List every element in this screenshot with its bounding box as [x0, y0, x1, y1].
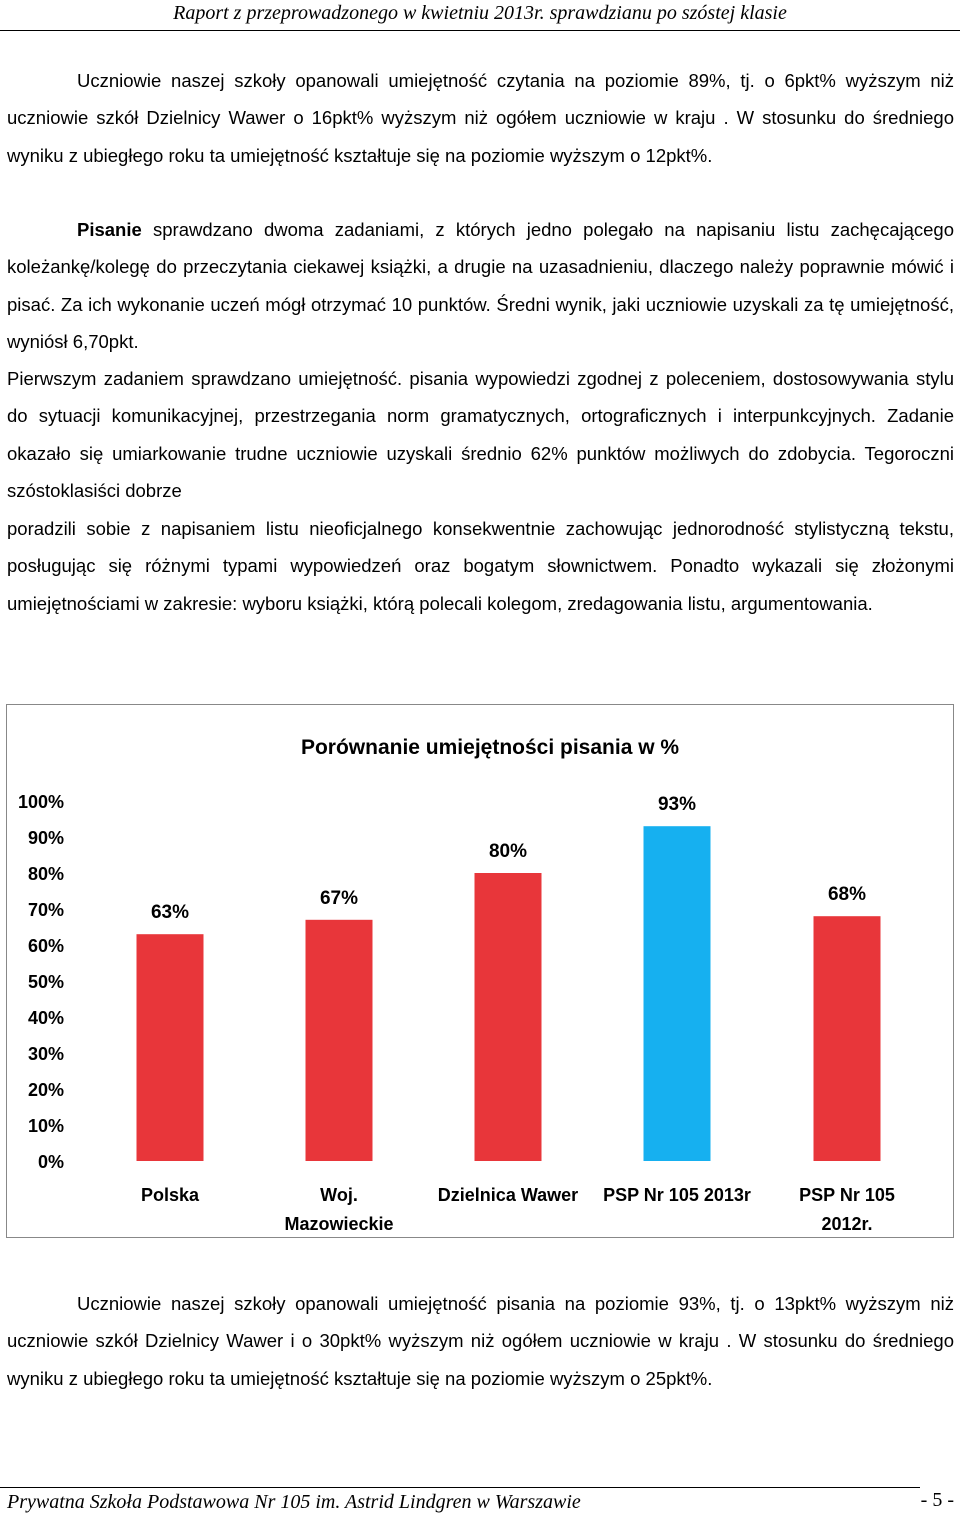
- bar-data-label: 67%: [320, 888, 358, 909]
- bar: [643, 826, 711, 1161]
- reading-summary-paragraph: Uczniowie naszej szkoły opanowali umieję…: [7, 70, 954, 166]
- category-label: 2012r.: [821, 1214, 872, 1234]
- bar: [305, 919, 373, 1161]
- category-label: Mazowieckie: [284, 1214, 393, 1234]
- y-tick-label: 40%: [28, 1008, 64, 1028]
- bar: [474, 873, 542, 1161]
- header-text: Raport z przeprowadzonego w kwietniu 201…: [173, 2, 787, 24]
- chart-canvas: Porównanie umiejętności pisania w % 0% 10%…: [18, 736, 895, 1234]
- bar-data-label: 63%: [151, 902, 189, 923]
- chart-title: Porównanie umiejętności pisania w %: [301, 736, 679, 759]
- bar-data-label: 93%: [658, 794, 696, 815]
- page-header: Raport z przeprowadzonego w kwietniu 201…: [0, 0, 960, 31]
- writing-summary-paragraph: Uczniowie naszej szkoły opanowali umieję…: [7, 1293, 954, 1389]
- y-tick-label: 50%: [28, 972, 64, 992]
- y-tick-label: 80%: [28, 864, 64, 884]
- footer-divider: [0, 1487, 920, 1488]
- y-tick-label: 0%: [38, 1152, 64, 1172]
- footer-page-number: - 5 -: [920, 1489, 954, 1511]
- y-tick-label: 70%: [28, 900, 64, 920]
- category-label: Dzielnica Wawer: [438, 1185, 578, 1205]
- category-label: Polska: [141, 1185, 200, 1205]
- writing-intro-text: sprawdzano dwoma zadaniami, z których je…: [7, 219, 954, 352]
- bar-data-label: 68%: [828, 884, 866, 905]
- y-tick-label: 90%: [28, 828, 64, 848]
- writing-detail-paragraph-2: poradzili sobie z napisaniem listu nieof…: [7, 518, 954, 614]
- writing-term: Pisanie: [77, 219, 142, 240]
- category-label: Woj.: [320, 1185, 358, 1205]
- footer-school-name: Prywatna Szkoła Podstawowa Nr 105 im. As…: [7, 1491, 581, 1513]
- writing-intro-paragraph: Pisanie sprawdzano dwoma zadaniami, z kt…: [7, 211, 954, 360]
- category-label: PSP Nr 105 2013r: [603, 1185, 751, 1205]
- bar: [813, 916, 881, 1161]
- y-tick-label: 20%: [28, 1080, 64, 1100]
- category-label: PSP Nr 105: [799, 1185, 895, 1205]
- writing-comparison-chart: Porównanie umiejętności pisania w % 0% 10%…: [6, 704, 954, 1238]
- bar-data-label: 80%: [489, 841, 527, 862]
- y-tick-label: 30%: [28, 1044, 64, 1064]
- y-tick-label: 100%: [18, 792, 64, 812]
- bar: [136, 934, 204, 1161]
- y-tick-label: 10%: [28, 1116, 64, 1136]
- y-tick-label: 60%: [28, 936, 64, 956]
- writing-detail-paragraph: Pierwszym zadaniem sprawdzano umiejętnoś…: [7, 368, 954, 501]
